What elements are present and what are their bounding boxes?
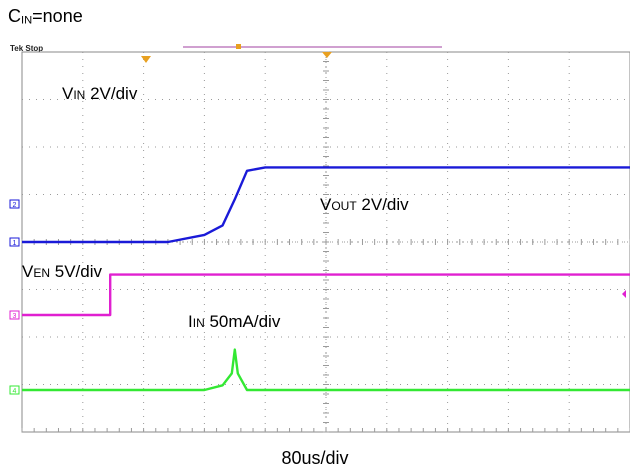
- x-axis-label: 80us/div: [281, 448, 349, 468]
- trigger-position-marker: [236, 44, 241, 49]
- channel-marker: [9, 237, 20, 247]
- vout-trace: [22, 166, 630, 244]
- title-rest: =none: [32, 6, 83, 26]
- channel-marker-label: 1: [13, 240, 17, 247]
- channel-marker: [9, 310, 20, 320]
- channel-marker-label: 2: [13, 202, 17, 209]
- title-main: C: [8, 6, 21, 26]
- channel-marker-label: 4: [13, 388, 17, 395]
- vout-label: VOUT 2V/div: [320, 195, 409, 214]
- scope-status: Tek Stop: [10, 44, 44, 53]
- iin-label: IIN 50mA/div: [188, 312, 281, 331]
- vin-label: VIN 2V/div: [62, 84, 138, 103]
- ven-label: VEN 5V/div: [22, 262, 102, 281]
- trigger-time-marker: [141, 56, 151, 63]
- chart-title: CIN=none: [8, 6, 83, 27]
- channel-marker: [9, 199, 20, 209]
- iin-trace: [22, 348, 630, 392]
- channel-marker-label: 3: [13, 313, 17, 320]
- channel-marker: [9, 385, 20, 395]
- center-marker: [322, 52, 332, 58]
- ven-offset-marker: [622, 290, 626, 298]
- title-sub: IN: [21, 14, 33, 27]
- ven-trace: [22, 273, 630, 317]
